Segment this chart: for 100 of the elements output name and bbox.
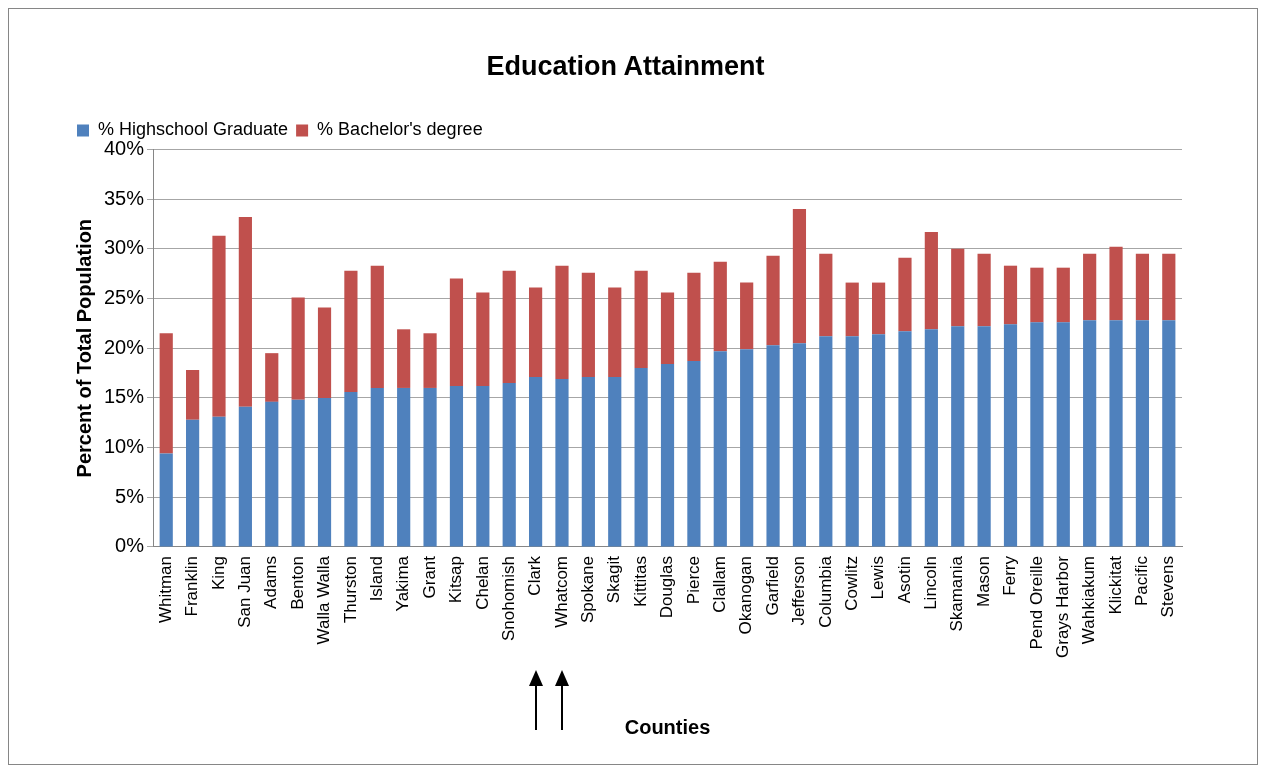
x-tick-label: King — [208, 555, 228, 591]
bar — [291, 399, 305, 547]
bar — [898, 257, 912, 332]
bar — [819, 253, 833, 337]
x-tick-label: Whatcom — [551, 555, 571, 628]
x-tick-label: Benton — [287, 555, 307, 610]
y-tick-label: 25% — [104, 286, 145, 309]
bar — [845, 336, 859, 547]
y-tick-label: 10% — [104, 435, 145, 458]
bar — [238, 406, 252, 547]
x-tick-label: Klickitat — [1105, 555, 1125, 615]
bar — [687, 361, 701, 547]
bar — [713, 261, 727, 352]
x-tick-label: Grays Harbor — [1052, 555, 1072, 659]
bar — [529, 287, 543, 378]
bar — [951, 248, 965, 327]
bar — [608, 287, 622, 378]
bar — [159, 333, 173, 454]
bar — [1135, 320, 1150, 547]
x-tick-label: Ferry — [1000, 555, 1020, 596]
x-tick-label: Snohomish — [498, 555, 518, 642]
x-tick-label: Cowlitz — [841, 555, 861, 611]
bar — [555, 379, 569, 547]
bar — [1003, 265, 1018, 325]
bar — [317, 397, 332, 547]
bar — [1003, 324, 1018, 547]
bar — [608, 377, 622, 547]
x-tick-label: Douglas — [657, 555, 677, 619]
x-tick-label: Walla Walla — [314, 555, 334, 645]
bar — [713, 351, 727, 547]
bar — [1083, 320, 1097, 547]
x-tick-label: Garfield — [762, 555, 782, 616]
x-tick-label: Spokane — [578, 555, 598, 624]
bar — [529, 377, 543, 547]
bar — [634, 368, 648, 547]
x-tick-label: Chelan — [472, 555, 492, 610]
bar — [634, 270, 648, 369]
bar — [476, 385, 490, 547]
x-tick-label: San Juan — [235, 555, 255, 628]
bar — [766, 255, 780, 346]
bar — [344, 391, 358, 547]
x-tick-label: Yakima — [393, 555, 413, 612]
y-tick-label: 15% — [104, 385, 145, 408]
x-tick-label: Lincoln — [921, 555, 941, 610]
x-tick-label: Pend Oreille — [1026, 555, 1046, 650]
x-tick-label: Jefferson — [789, 555, 809, 626]
bar — [660, 292, 675, 365]
bar — [687, 272, 701, 362]
bar — [212, 416, 226, 547]
bar — [740, 282, 754, 350]
bar — [766, 345, 780, 547]
bar — [238, 216, 252, 407]
bar — [1135, 253, 1150, 321]
bar — [951, 326, 965, 547]
bar — [370, 265, 384, 388]
bar — [792, 343, 807, 547]
bar — [502, 270, 516, 383]
bar — [845, 282, 859, 337]
bar — [581, 272, 595, 378]
x-tick-label: Wahkiakum — [1079, 555, 1099, 645]
x-tick-label: Franklin — [182, 555, 202, 617]
x-tick-label: Columbia — [815, 555, 835, 628]
bar — [1030, 267, 1044, 323]
bar — [397, 387, 411, 547]
y-tick-label: 30% — [104, 236, 145, 259]
bar — [819, 336, 833, 547]
bar — [1162, 320, 1176, 547]
x-tick-label: Stevens — [1158, 555, 1178, 618]
bar — [449, 385, 464, 547]
x-tick-label: Kittitas — [630, 555, 650, 608]
y-tick-label: 0% — [115, 534, 145, 557]
bar — [924, 329, 938, 547]
bar — [1109, 246, 1123, 321]
x-tick-label: Island — [366, 555, 386, 602]
chart-title: Education Attainment — [486, 50, 765, 81]
bar — [370, 387, 384, 547]
bar — [555, 265, 569, 379]
bar — [186, 370, 200, 420]
bar — [1162, 253, 1176, 321]
bar — [977, 253, 991, 327]
bar — [344, 270, 358, 392]
x-tick-label: Pacific — [1132, 555, 1152, 607]
y-tick-label: 35% — [104, 186, 145, 209]
bar — [924, 231, 938, 330]
bar — [581, 377, 595, 547]
bar — [423, 387, 437, 547]
y-axis-title: Percent of Total Population — [72, 218, 95, 478]
bar — [871, 282, 886, 335]
bar — [1083, 253, 1097, 321]
x-axis-title: Counties — [624, 715, 711, 738]
x-tick-label: Skagit — [604, 555, 624, 604]
bar — [423, 333, 437, 388]
bar — [265, 401, 279, 547]
bar — [502, 382, 516, 547]
bar — [397, 329, 411, 388]
bar — [977, 326, 991, 547]
legend-label: % Bachelor's degree — [317, 119, 483, 140]
bar — [1030, 322, 1044, 547]
bar — [740, 349, 754, 547]
bar — [476, 292, 490, 386]
